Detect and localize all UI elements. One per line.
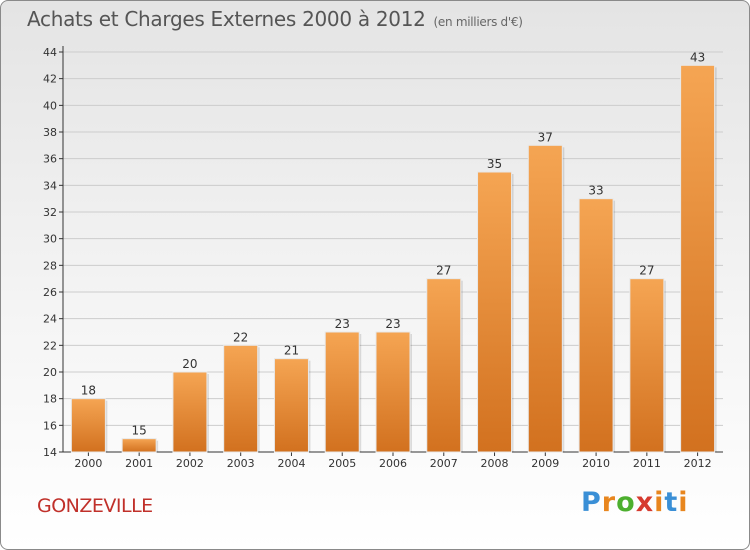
x-tick-label: 2001 xyxy=(125,457,153,470)
value-label: 22 xyxy=(233,330,248,344)
bar-2011 xyxy=(629,278,665,453)
logo-letter: t xyxy=(664,487,679,518)
chart-title: Achats et Charges Externes 2000 à 2012 xyxy=(27,7,426,31)
value-label: 18 xyxy=(81,384,96,398)
y-tick-label: 24 xyxy=(43,313,57,326)
value-label: 27 xyxy=(639,264,654,278)
value-label: 23 xyxy=(385,317,400,331)
logo-letter: i xyxy=(678,487,689,518)
y-tick-label: 34 xyxy=(43,179,57,192)
y-tick-label: 18 xyxy=(43,393,57,406)
bar-2005 xyxy=(324,331,360,453)
chart-title-block: Achats et Charges Externes 2000 à 2012 (e… xyxy=(27,7,523,31)
y-tick-label: 32 xyxy=(43,206,57,219)
x-tick-label: 2011 xyxy=(633,457,661,470)
x-tick-label: 2009 xyxy=(531,457,559,470)
bar-2003 xyxy=(223,344,259,453)
y-tick-label: 14 xyxy=(43,446,57,459)
bar-2012 xyxy=(680,64,716,453)
logo-letter: r xyxy=(601,487,617,518)
value-label: 15 xyxy=(132,424,147,438)
bar-2002 xyxy=(172,371,208,453)
bar-2008 xyxy=(477,171,513,453)
x-tick-label: 2008 xyxy=(481,457,509,470)
value-label: 21 xyxy=(284,344,299,358)
chart-subtitle: (en milliers d'€) xyxy=(433,15,523,29)
bar-2004 xyxy=(273,358,309,453)
value-label: 20 xyxy=(182,357,197,371)
bars xyxy=(70,64,717,453)
value-label: 37 xyxy=(538,130,553,144)
logo-letter: i xyxy=(654,487,665,518)
bar-2010 xyxy=(578,198,614,453)
x-tick-label: 2005 xyxy=(328,457,356,470)
bar-2007 xyxy=(426,278,462,453)
bar-2000 xyxy=(70,398,106,453)
labels: 18 2000 15 2001 20 2002 22 2003 21 2004 23 2005 23 20… xyxy=(74,50,711,470)
commune-name: GONZEVILLE xyxy=(37,495,153,517)
x-tick-label: 2002 xyxy=(176,457,204,470)
bar-2001 xyxy=(121,438,157,453)
x-tick-label: 2007 xyxy=(430,457,458,470)
logo-letter: P xyxy=(581,487,602,518)
value-label: 35 xyxy=(487,157,502,171)
y-tick-label: 36 xyxy=(43,153,57,166)
x-tick-label: 2004 xyxy=(277,457,305,470)
bar-2009 xyxy=(527,144,563,453)
y-tick-label: 40 xyxy=(43,99,57,112)
y-tick-label: 42 xyxy=(43,73,57,86)
y-tick-label: 30 xyxy=(43,233,57,246)
proxiti-logo[interactable]: Proxiti xyxy=(581,487,689,518)
y-tick-label: 16 xyxy=(43,419,57,432)
value-label: 23 xyxy=(335,317,350,331)
value-label: 33 xyxy=(588,184,603,198)
logo-letter: o xyxy=(616,487,636,518)
y-tick-label: 44 xyxy=(43,46,57,59)
x-tick-label: 2003 xyxy=(227,457,255,470)
x-tick-label: 2012 xyxy=(684,457,712,470)
value-label: 43 xyxy=(690,50,705,64)
y-tick-label: 26 xyxy=(43,286,57,299)
x-tick-label: 2000 xyxy=(74,457,102,470)
y-tick-label: 22 xyxy=(43,339,57,352)
y-tick-label: 20 xyxy=(43,366,57,379)
x-tick-label: 2010 xyxy=(582,457,610,470)
y-tick-label: 38 xyxy=(43,126,57,139)
y-tick-label: 28 xyxy=(43,259,57,272)
bar-2006 xyxy=(375,331,411,453)
logo-letter: x xyxy=(635,487,655,518)
value-label: 27 xyxy=(436,264,451,278)
x-tick-label: 2006 xyxy=(379,457,407,470)
